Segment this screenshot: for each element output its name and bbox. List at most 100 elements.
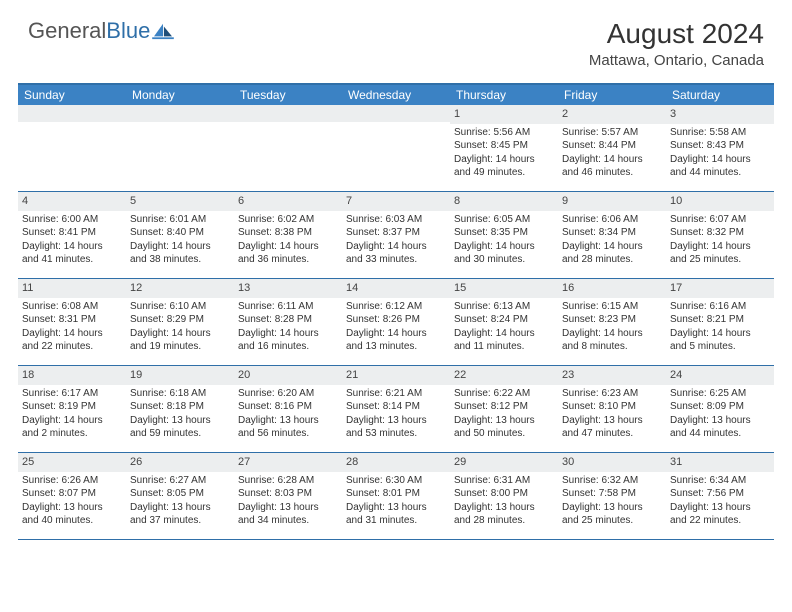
day-number: 30 <box>562 456 574 468</box>
day-info: Sunrise: 6:21 AMSunset: 8:14 PMDaylight:… <box>346 387 446 441</box>
day-num-row: 5 <box>126 192 234 211</box>
day-info: Sunrise: 6:07 AMSunset: 8:32 PMDaylight:… <box>670 213 770 267</box>
day-num-row: 6 <box>234 192 342 211</box>
day-info: Sunrise: 6:02 AMSunset: 8:38 PMDaylight:… <box>238 213 338 267</box>
day-info: Sunrise: 6:11 AMSunset: 8:28 PMDaylight:… <box>238 300 338 354</box>
week-row: 1 Sunrise: 5:56 AMSunset: 8:45 PMDaylight… <box>18 105 774 192</box>
day-num-row: 26 <box>126 453 234 472</box>
day-info: Sunrise: 6:10 AMSunset: 8:29 PMDaylight:… <box>130 300 230 354</box>
day-info: Sunrise: 6:13 AMSunset: 8:24 PMDaylight:… <box>454 300 554 354</box>
day-num-row: 18 <box>18 366 126 385</box>
day-number: 1 <box>454 108 460 120</box>
day-number: 18 <box>22 369 34 381</box>
day-number: 6 <box>238 195 244 207</box>
day-num-row: 17 <box>666 279 774 298</box>
day-cell: 16 Sunrise: 6:15 AMSunset: 8:23 PMDayligh… <box>558 279 666 365</box>
day-number: 14 <box>346 282 358 294</box>
day-num-row: 9 <box>558 192 666 211</box>
weekday-label: Monday <box>126 85 234 105</box>
week-row: 11 Sunrise: 6:08 AMSunset: 8:31 PMDayligh… <box>18 279 774 366</box>
day-number: 22 <box>454 369 466 381</box>
day-info: Sunrise: 6:27 AMSunset: 8:05 PMDaylight:… <box>130 474 230 528</box>
day-number: 3 <box>670 108 676 120</box>
day-info: Sunrise: 6:28 AMSunset: 8:03 PMDaylight:… <box>238 474 338 528</box>
day-cell: 26 Sunrise: 6:27 AMSunset: 8:05 PMDayligh… <box>126 453 234 539</box>
day-info: Sunrise: 6:08 AMSunset: 8:31 PMDaylight:… <box>22 300 122 354</box>
day-num-row <box>234 105 342 122</box>
day-num-row <box>342 105 450 122</box>
day-num-row: 11 <box>18 279 126 298</box>
day-cell: 30 Sunrise: 6:32 AMSunset: 7:58 PMDayligh… <box>558 453 666 539</box>
day-num-row: 14 <box>342 279 450 298</box>
day-num-row: 30 <box>558 453 666 472</box>
day-number: 13 <box>238 282 250 294</box>
day-number: 8 <box>454 195 460 207</box>
weekday-label: Sunday <box>18 85 126 105</box>
day-info: Sunrise: 6:15 AMSunset: 8:23 PMDaylight:… <box>562 300 662 354</box>
weekday-label: Friday <box>558 85 666 105</box>
brand-gray: General <box>28 18 106 43</box>
month-title: August 2024 <box>589 18 764 50</box>
day-cell: 12 Sunrise: 6:10 AMSunset: 8:29 PMDayligh… <box>126 279 234 365</box>
day-num-row <box>18 105 126 122</box>
day-number: 16 <box>562 282 574 294</box>
day-cell: 1 Sunrise: 5:56 AMSunset: 8:45 PMDaylight… <box>450 105 558 191</box>
day-cell: 23Sunrise: 6:23 AMSunset: 8:10 PMDayligh… <box>558 366 666 452</box>
day-number: 7 <box>346 195 352 207</box>
day-num-row: 29 <box>450 453 558 472</box>
day-cell: 10 Sunrise: 6:07 AMSunset: 8:32 PMDayligh… <box>666 192 774 278</box>
day-info: Sunrise: 6:20 AMSunset: 8:16 PMDaylight:… <box>238 387 338 441</box>
day-info: Sunrise: 6:32 AMSunset: 7:58 PMDaylight:… <box>562 474 662 528</box>
day-num-row: 2 <box>558 105 666 124</box>
sail-icon <box>152 22 174 40</box>
day-info: Sunrise: 6:34 AMSunset: 7:56 PMDaylight:… <box>670 474 770 528</box>
header: GeneralBlue August 2024 Mattawa, Ontario… <box>0 0 792 77</box>
day-info: Sunrise: 6:00 AMSunset: 8:41 PMDaylight:… <box>22 213 122 267</box>
day-num-row: 19 <box>126 366 234 385</box>
day-cell: 21 Sunrise: 6:21 AMSunset: 8:14 PMDayligh… <box>342 366 450 452</box>
week-row: 4 Sunrise: 6:00 AMSunset: 8:41 PMDaylight… <box>18 192 774 279</box>
day-info: Sunrise: 5:58 AMSunset: 8:43 PMDaylight:… <box>670 126 770 180</box>
day-num-row: 21 <box>342 366 450 385</box>
day-num-row: 22 <box>450 366 558 385</box>
day-info: Sunrise: 6:30 AMSunset: 8:01 PMDaylight:… <box>346 474 446 528</box>
day-cell: 5Sunrise: 6:01 AMSunset: 8:40 PMDaylight… <box>126 192 234 278</box>
day-number: 29 <box>454 456 466 468</box>
weeks: 1 Sunrise: 5:56 AMSunset: 8:45 PMDaylight… <box>18 105 774 540</box>
day-number: 12 <box>130 282 142 294</box>
day-cell: 15 Sunrise: 6:13 AMSunset: 8:24 PMDayligh… <box>450 279 558 365</box>
day-num-row: 12 <box>126 279 234 298</box>
day-cell: 28 Sunrise: 6:30 AMSunset: 8:01 PMDayligh… <box>342 453 450 539</box>
brand-text: GeneralBlue <box>28 18 150 44</box>
empty-cell <box>234 105 342 191</box>
day-cell: 6 Sunrise: 6:02 AMSunset: 8:38 PMDaylight… <box>234 192 342 278</box>
day-num-row: 4 <box>18 192 126 211</box>
empty-cell <box>126 105 234 191</box>
day-cell: 31Sunrise: 6:34 AMSunset: 7:56 PMDayligh… <box>666 453 774 539</box>
day-num-row: 20 <box>234 366 342 385</box>
day-info: Sunrise: 6:03 AMSunset: 8:37 PMDaylight:… <box>346 213 446 267</box>
weekday-label: Thursday <box>450 85 558 105</box>
empty-cell <box>18 105 126 191</box>
day-num-row: 10 <box>666 192 774 211</box>
day-info: Sunrise: 6:26 AMSunset: 8:07 PMDaylight:… <box>22 474 122 528</box>
weekday-label: Saturday <box>666 85 774 105</box>
day-info: Sunrise: 6:12 AMSunset: 8:26 PMDaylight:… <box>346 300 446 354</box>
day-info: Sunrise: 6:18 AMSunset: 8:18 PMDaylight:… <box>130 387 230 441</box>
day-number: 5 <box>130 195 136 207</box>
day-number: 17 <box>670 282 682 294</box>
day-num-row <box>126 105 234 122</box>
day-info: Sunrise: 6:25 AMSunset: 8:09 PMDaylight:… <box>670 387 770 441</box>
calendar: SundayMondayTuesdayWednesdayThursdayFrid… <box>18 83 774 540</box>
day-num-row: 3 <box>666 105 774 124</box>
day-num-row: 16 <box>558 279 666 298</box>
day-num-row: 7 <box>342 192 450 211</box>
day-number: 4 <box>22 195 28 207</box>
day-info: Sunrise: 5:56 AMSunset: 8:45 PMDaylight:… <box>454 126 554 180</box>
day-number: 28 <box>346 456 358 468</box>
day-cell: 8Sunrise: 6:05 AMSunset: 8:35 PMDaylight… <box>450 192 558 278</box>
day-number: 20 <box>238 369 250 381</box>
title-block: August 2024 Mattawa, Ontario, Canada <box>589 18 764 69</box>
day-number: 15 <box>454 282 466 294</box>
day-cell: 19 Sunrise: 6:18 AMSunset: 8:18 PMDayligh… <box>126 366 234 452</box>
